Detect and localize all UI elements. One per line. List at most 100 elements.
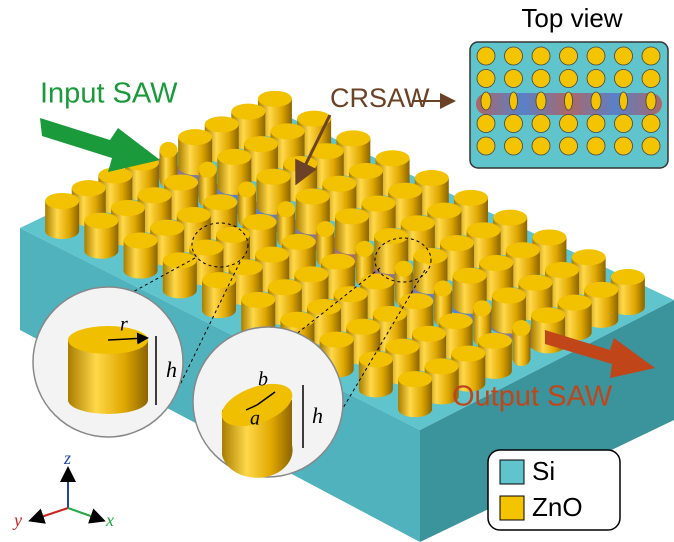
pillar-top	[204, 116, 239, 133]
pillar	[45, 192, 80, 239]
pillar-top	[400, 215, 435, 232]
pillar-top	[372, 306, 407, 323]
pillar	[123, 232, 158, 279]
pillar-side	[512, 328, 531, 367]
label-h2: h	[312, 403, 323, 428]
pillar-top	[270, 123, 305, 140]
top-view: Top view	[469, 3, 669, 169]
tv-pillar	[480, 91, 492, 111]
pillar-side	[398, 379, 433, 418]
tv-pillar	[504, 114, 523, 133]
pillar	[202, 272, 237, 319]
pillar-top	[427, 202, 462, 219]
pillar-top	[297, 110, 332, 127]
pillar-side	[451, 353, 486, 392]
pillar-top	[532, 229, 567, 246]
label-r: r	[120, 314, 128, 336]
pillar-side	[610, 277, 645, 316]
pillar-top	[440, 235, 475, 252]
tv-pillar	[531, 46, 551, 66]
legend-si: Si	[532, 456, 555, 486]
pillar	[84, 212, 119, 259]
pillar-top	[531, 307, 566, 324]
pillar-top	[203, 194, 238, 211]
pillar-top	[399, 293, 434, 310]
arrows	[40, 93, 655, 378]
tv-pillar	[614, 136, 633, 156]
pillar-top	[322, 175, 357, 192]
pillar-top	[438, 313, 473, 330]
tv-pillar	[476, 46, 496, 66]
pillar	[398, 371, 433, 418]
pillar-top	[512, 320, 531, 337]
tv-pillar	[559, 136, 578, 156]
axes: z y x	[12, 448, 114, 530]
legend: Si ZnO	[487, 449, 621, 531]
pillar-side	[557, 302, 592, 341]
legend-zno: ZnO	[532, 492, 583, 522]
tv-pillar	[641, 114, 661, 133]
pillar-top	[231, 103, 266, 120]
pillar-top	[162, 252, 197, 269]
pillar-top	[346, 318, 381, 335]
pillar-top	[176, 207, 211, 224]
pillar-side	[45, 200, 80, 239]
pillar-top	[110, 199, 145, 216]
pillar-side	[202, 280, 237, 319]
tv-pillar	[641, 69, 661, 88]
pillar-top	[150, 219, 185, 236]
pillar-top	[452, 267, 487, 284]
tv-pillar	[504, 69, 523, 88]
tv-pillar	[619, 91, 628, 111]
pillar-top	[283, 155, 318, 172]
pillar-top	[355, 240, 374, 257]
pillar-top	[98, 167, 133, 184]
tv-pillar	[476, 136, 496, 156]
pillar-top	[453, 189, 488, 206]
output-label: Output SAW	[452, 381, 613, 413]
tv-pillar	[586, 136, 606, 156]
tv-pillar	[531, 136, 551, 156]
pillar-top	[295, 188, 330, 205]
tv-pillar	[614, 69, 633, 88]
axis-x: x	[105, 510, 114, 530]
pillar-top	[159, 141, 178, 158]
axis-y: y	[12, 510, 22, 530]
inset-circular: r h	[32, 286, 184, 438]
pillar-top	[358, 351, 393, 368]
tv-pillar	[531, 69, 551, 88]
pillar-top	[610, 269, 645, 286]
pillar-top	[477, 332, 512, 349]
pillar	[451, 345, 486, 392]
pillar-top	[361, 195, 396, 212]
tv-pillar	[641, 46, 661, 66]
pillar-top	[385, 338, 420, 355]
pillar-top	[518, 274, 553, 291]
pillar-top	[189, 239, 224, 256]
pillar-top	[45, 192, 80, 209]
inset-elliptical: b a h	[192, 326, 344, 478]
pillar	[477, 332, 512, 379]
pillar-side	[162, 260, 197, 299]
tv-pillar	[645, 91, 657, 111]
pillar-top	[215, 226, 250, 243]
pillar-top	[202, 272, 237, 289]
pillar-top	[321, 253, 356, 270]
pillar-top	[424, 358, 459, 375]
tv-pillar	[564, 91, 573, 111]
pillar	[557, 294, 592, 341]
pillar	[584, 281, 619, 328]
tv-pillar	[504, 46, 523, 66]
tv-pillar	[504, 136, 523, 156]
label-h: h	[166, 357, 177, 382]
pillar-top	[280, 311, 315, 328]
pillar-top	[309, 143, 344, 160]
pillar-side	[84, 220, 119, 259]
tv-pillar	[509, 91, 518, 111]
label-b: b	[258, 369, 268, 391]
pillar-top	[473, 300, 492, 317]
tv-pillar	[614, 114, 633, 133]
tv-pillar	[559, 46, 578, 66]
pillar-top	[316, 221, 335, 238]
